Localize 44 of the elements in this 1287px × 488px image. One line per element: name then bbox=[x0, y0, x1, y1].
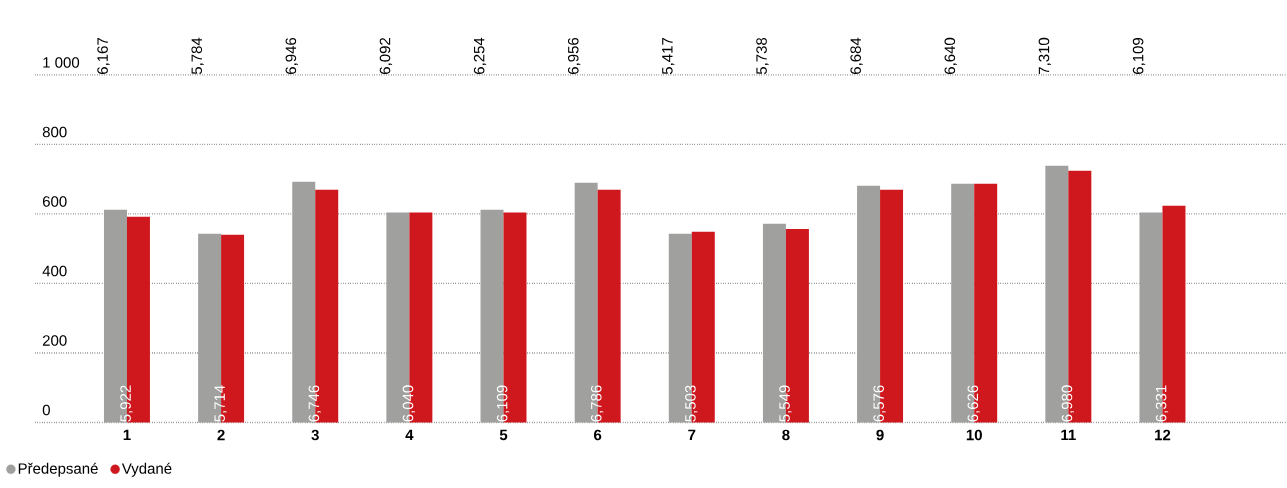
text: 6,167 bbox=[97, 38, 110, 75]
y-tick-label: 600 bbox=[42, 196, 67, 207]
y-tick-label: 0 bbox=[42, 404, 50, 416]
x-tick-label: 2 bbox=[217, 429, 225, 441]
x-tick-label: 10 bbox=[966, 429, 982, 441]
annotation: 5,922 bbox=[120, 385, 133, 422]
text: 6,956 bbox=[567, 38, 581, 75]
annotation: 5,503 bbox=[685, 385, 698, 422]
x-tick-label: 7 bbox=[688, 429, 696, 441]
x-tick-label: 11 bbox=[1061, 429, 1076, 441]
text: 7,310 bbox=[1038, 37, 1052, 75]
text: 6,109 bbox=[1132, 38, 1146, 75]
x-tick-label: 9 bbox=[876, 429, 884, 441]
x-tick-label: 12 bbox=[1155, 429, 1171, 441]
text: 6,092 bbox=[379, 38, 393, 75]
x-tick-label: 4 bbox=[405, 429, 414, 441]
x-tick-label: 6 bbox=[594, 429, 602, 441]
annotation: 5,549 bbox=[779, 385, 792, 422]
annotation: 6,746 bbox=[308, 385, 321, 422]
text: 6,684 bbox=[850, 37, 863, 75]
y-tick-label: 1 000 bbox=[43, 57, 80, 68]
text: 6,640 bbox=[944, 37, 957, 75]
legend-label: Vydané bbox=[121, 462, 172, 477]
x-tick-label: 8 bbox=[782, 429, 790, 441]
legend-label: Předepsané bbox=[18, 462, 98, 477]
text: 5,738 bbox=[756, 38, 769, 75]
text: 5,417 bbox=[662, 38, 675, 75]
text: 6,254 bbox=[473, 37, 487, 75]
annotation: 6,980 bbox=[1061, 385, 1075, 422]
annotation: 6,786 bbox=[590, 385, 604, 422]
annotation: 5,714 bbox=[214, 385, 227, 422]
annotation: 6,626 bbox=[967, 385, 980, 422]
annotation: 6,576 bbox=[873, 385, 886, 422]
x-tick-label: 1 bbox=[123, 429, 131, 441]
y-tick-label: 400 bbox=[42, 265, 67, 277]
y-tick-label: 200 bbox=[42, 335, 67, 346]
annotation: 6,109 bbox=[496, 385, 510, 422]
annotation: 6,040 bbox=[402, 385, 416, 422]
y-tick-label: 800 bbox=[42, 126, 67, 138]
annotation: 6,331 bbox=[1155, 385, 1169, 422]
text: 6,946 bbox=[285, 38, 298, 75]
x-tick-label: 3 bbox=[311, 429, 319, 441]
x-tick-label: 5 bbox=[499, 429, 508, 441]
text: 5,784 bbox=[191, 37, 204, 75]
